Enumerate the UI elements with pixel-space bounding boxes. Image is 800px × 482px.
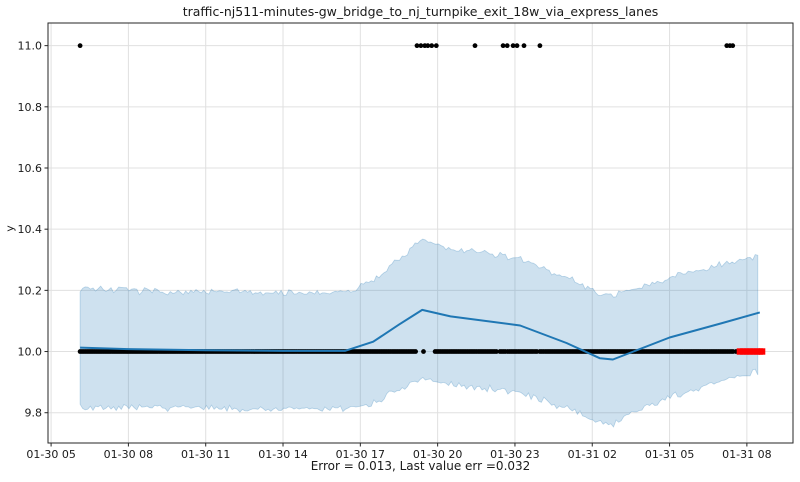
- gridlines: [48, 23, 793, 443]
- chart-title: traffic-nj511-minutes-gw_bridge_to_nj_tu…: [182, 4, 659, 19]
- x-tick-label: 01-30 05: [26, 448, 75, 461]
- y-tick-label: 10.2: [18, 284, 43, 297]
- y-tick-label: 11.0: [18, 40, 43, 53]
- x-tick-label: 01-30 17: [336, 448, 385, 461]
- x-tick-label: 01-30 08: [104, 448, 153, 461]
- y-tick-label: 10.0: [18, 346, 43, 359]
- x-tick-label: 01-31 05: [645, 448, 694, 461]
- x-tick-label: 01-31 08: [722, 448, 771, 461]
- x-tick-label: 01-30 14: [258, 448, 307, 461]
- confidence-band: [79, 238, 759, 428]
- x-tick-label: 01-30 20: [413, 448, 462, 461]
- x-tick-label: 01-30 11: [181, 448, 230, 461]
- y-tick-label: 9.8: [25, 407, 43, 420]
- y-axis-ticks: 9.8 10.0 10.2 10.4 10.6 10.8 11.0: [18, 40, 48, 420]
- y-tick-label: 10.8: [18, 101, 43, 114]
- y-tick-label: 10.4: [18, 223, 43, 236]
- y-tick-label: 10.6: [18, 162, 43, 175]
- x-tick-label: 01-30 23: [490, 448, 539, 461]
- outlier-points: [77, 43, 736, 49]
- forecast-line: [80, 308, 761, 361]
- x-axis-ticks: 01-30 05 01-30 08 01-30 11 01-30 14 01-30 17…: [26, 443, 772, 461]
- x-tick-label: 01-31 02: [568, 448, 617, 461]
- axes-spines: [47, 22, 794, 444]
- x-axis-label: Error = 0.013, Last value err =0.032: [310, 459, 531, 473]
- recent-points: [736, 348, 766, 355]
